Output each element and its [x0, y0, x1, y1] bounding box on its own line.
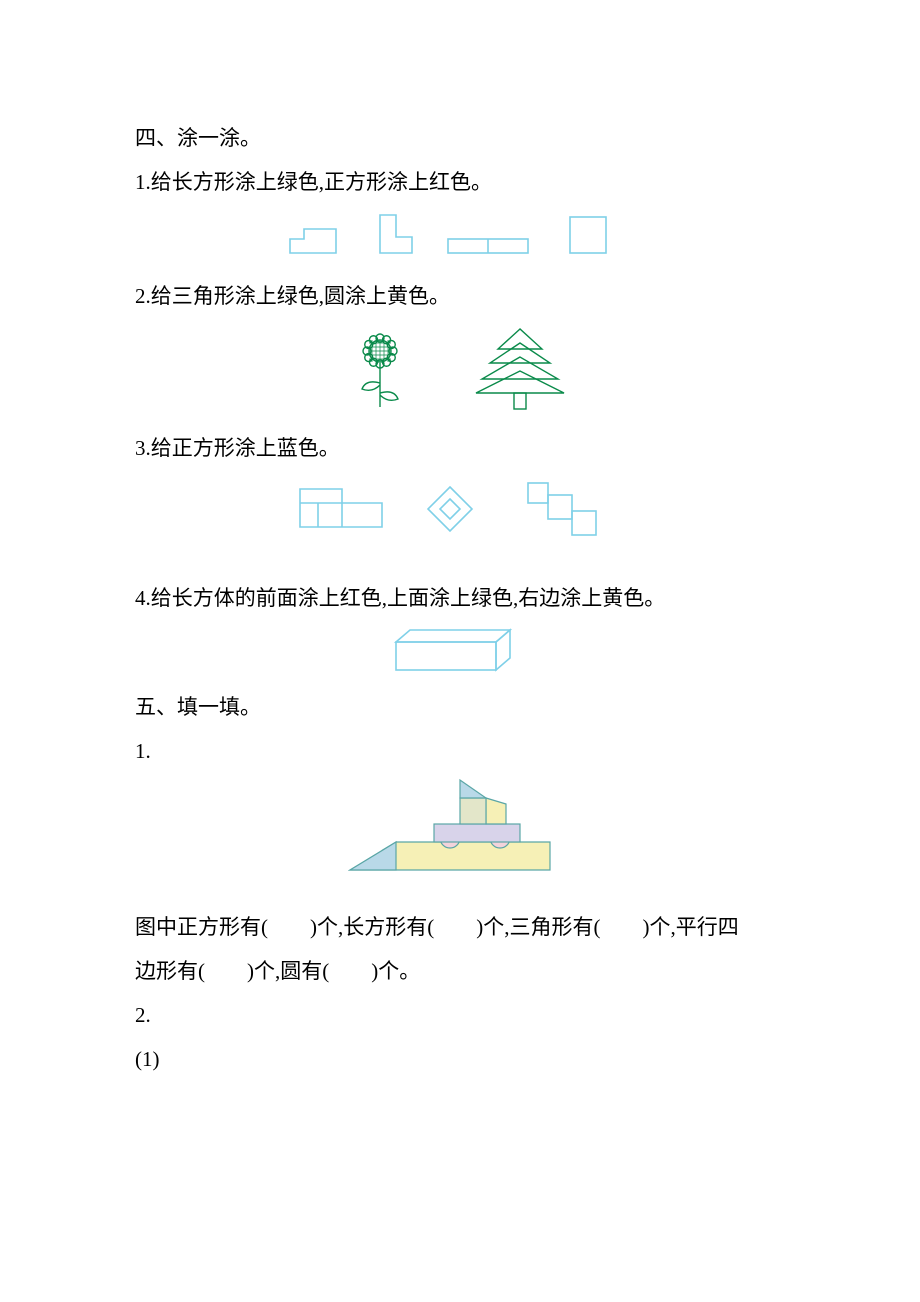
q4-4-text: 给长方体的前面涂上红色,上面涂上绿色,右边涂上黄色。 [151, 586, 666, 610]
q5-1-sentence-l2: 边形有( )个,圆有( )个。 [135, 952, 785, 992]
q5-1-svg [310, 778, 610, 898]
q4-2-num: 2. [135, 284, 151, 308]
q4-1: 1.给长方形涂上绿色,正方形涂上红色。 [135, 163, 785, 203]
content-block: 四、涂一涂。 1.给长方形涂上绿色,正方形涂上红色。 2.给三角形涂上绿色,圆涂… [135, 115, 785, 1084]
page: 四、涂一涂。 1.给长方形涂上绿色,正方形涂上红色。 2.给三角形涂上绿色,圆涂… [0, 0, 920, 1302]
q4-2-text: 给三角形涂上绿色,圆涂上黄色。 [151, 284, 450, 308]
q5-2-sub-num: (1) [135, 1047, 160, 1071]
q4-1-figure [135, 209, 785, 267]
q5-1-sentence-l1: 图中正方形有( )个,长方形有( )个,三角形有( )个,平行四 [135, 908, 785, 948]
q5-2: 2. [135, 996, 785, 1036]
q5-1-num: 1. [135, 739, 151, 763]
q4-2: 2.给三角形涂上绿色,圆涂上黄色。 [135, 277, 785, 317]
q5-2-sub: (1) [135, 1040, 785, 1080]
q5-1-figure [135, 778, 785, 898]
q4-3-text: 给正方形涂上蓝色。 [151, 436, 340, 460]
q4-4: 4.给长方体的前面涂上红色,上面涂上绿色,右边涂上黄色。 [135, 579, 785, 619]
q4-3-svg [280, 475, 640, 543]
q4-3-figure [135, 475, 785, 543]
q5-1: 1. [135, 732, 785, 772]
q4-4-num: 4. [135, 586, 151, 610]
q4-4-figure [135, 624, 785, 678]
q4-3: 3.给正方形涂上蓝色。 [135, 429, 785, 469]
section4-title: 四、涂一涂。 [135, 119, 785, 159]
q4-3-num: 3. [135, 436, 151, 460]
q4-2-figure [135, 323, 785, 419]
q4-1-svg [280, 209, 640, 267]
q4-1-text: 给长方形涂上绿色,正方形涂上红色。 [151, 170, 492, 194]
q5-2-num: 2. [135, 1003, 151, 1027]
spacer [135, 553, 785, 575]
section5-title: 五、填一填。 [135, 688, 785, 728]
q4-4-svg [360, 624, 560, 678]
q4-2-svg [290, 323, 630, 419]
q4-1-num: 1. [135, 170, 151, 194]
